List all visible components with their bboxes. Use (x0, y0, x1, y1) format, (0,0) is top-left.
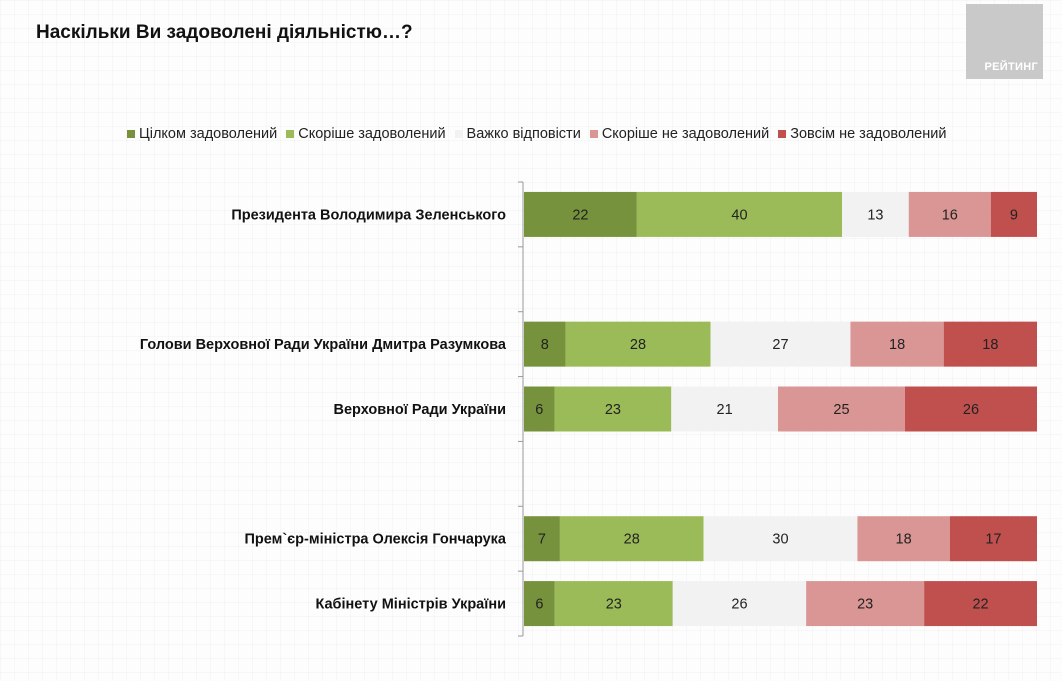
data-label: 13 (867, 207, 883, 223)
bar-segment (857, 516, 950, 562)
category-label: Президента Володимира Зеленського (231, 207, 506, 223)
data-label: 16 (942, 207, 958, 223)
data-label: 21 (717, 402, 733, 418)
data-label: 26 (963, 402, 979, 418)
legend-item: Цілком задоволений (127, 126, 277, 142)
category-label: Кабінету Міністрів України (315, 597, 506, 613)
legend-label: Скоріше задоволений (298, 126, 446, 142)
data-label: 27 (772, 337, 788, 353)
legend-item: Важко відповісти (454, 126, 581, 142)
bar-segment (524, 321, 566, 367)
category-label: Прем`єр-міністра Олексія Гончарука (244, 532, 506, 548)
bar-segment (565, 321, 711, 367)
data-label: 25 (833, 402, 849, 418)
bar-segment (943, 321, 1037, 367)
bar-segment (559, 516, 704, 562)
legend-label: Важко відповісти (466, 126, 581, 142)
bar-segment (671, 386, 778, 432)
data-label: 40 (731, 207, 747, 223)
data-label: 28 (624, 532, 640, 548)
legend-item: Скоріше не задоволений (589, 126, 770, 142)
bar-segment (554, 581, 673, 627)
bar-segment (554, 386, 672, 432)
data-label: 23 (857, 597, 873, 613)
bar-segment (524, 516, 560, 562)
bar-segment (842, 191, 909, 237)
bar-segment (524, 386, 555, 432)
bar-segment (777, 386, 905, 432)
bar-segment (990, 191, 1037, 237)
data-label: 6 (535, 597, 543, 613)
data-label: 9 (1010, 207, 1018, 223)
bar-segment (524, 581, 555, 627)
data-label: 22 (972, 597, 988, 613)
legend-item: Скоріше задоволений (286, 126, 446, 142)
legend-swatch (286, 130, 295, 138)
legend-swatch (127, 130, 135, 138)
data-label: 23 (606, 597, 622, 613)
legend-item: Зовсім не задоволений (778, 126, 946, 142)
bar-segment (806, 581, 925, 627)
bar-segment (524, 191, 637, 237)
bar-segment (904, 386, 1037, 432)
data-label: 8 (541, 337, 549, 353)
data-label: 23 (605, 402, 621, 418)
bar-segment (672, 581, 807, 627)
legend-label: Зовсім не задоволений (790, 126, 947, 142)
data-label: 17 (985, 532, 1001, 548)
bar-segment (710, 321, 851, 367)
bar-segment (636, 191, 843, 237)
data-label: 30 (772, 532, 788, 548)
legend-swatch (778, 130, 787, 138)
data-label: 22 (572, 207, 588, 223)
data-label: 7 (538, 532, 546, 548)
legend-label: Цілком задоволений (139, 126, 278, 142)
legend-label: Скоріше не задоволений (601, 126, 770, 142)
bar-segment (908, 191, 991, 237)
data-label: 18 (982, 337, 998, 353)
legend-swatch (454, 130, 463, 138)
data-label: 18 (896, 532, 912, 548)
data-label: 28 (630, 337, 646, 353)
bar-segment (850, 321, 944, 367)
logo-text: РЕЙТИНГ (984, 61, 1038, 73)
bar-segment (703, 516, 858, 562)
bar-segment (924, 581, 1037, 627)
category-label: Верховної Ради України (334, 402, 507, 418)
chart-legend: Цілком задоволений Скоріше задоволений В… (127, 126, 955, 142)
data-label: 18 (889, 337, 905, 353)
legend-swatch (589, 130, 598, 138)
data-label: 26 (731, 597, 747, 613)
chart-title: Наскільки Ви задоволені діяльністю…? (36, 22, 413, 43)
category-label: Голови Верховної Ради України Дмитра Раз… (140, 337, 507, 353)
rating-logo: РЕЙТИНГ (966, 4, 1043, 79)
data-label: 6 (535, 402, 543, 418)
bar-segment (949, 516, 1037, 562)
